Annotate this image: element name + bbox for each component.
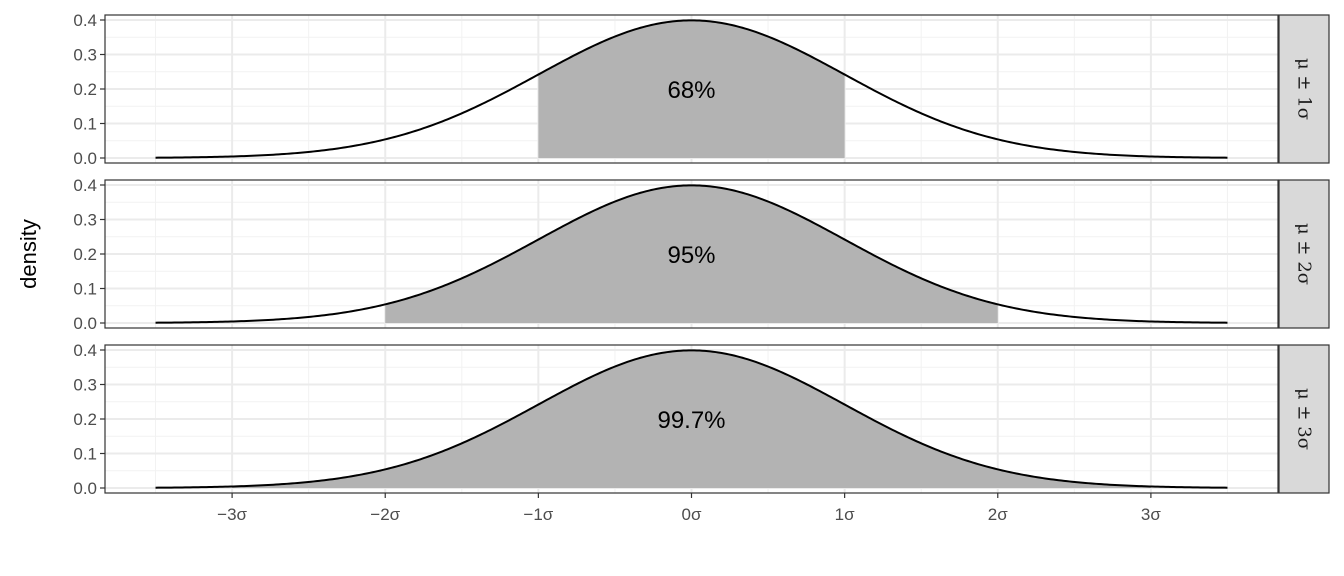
- y-tick-label: 0.3: [73, 46, 97, 65]
- y-tick-label: 0.4: [73, 176, 97, 195]
- y-tick-label: 0.4: [73, 341, 97, 360]
- facet-panel-2: 95% 0.0 0.1 0.2 0.3 0.4 μ ± 2σ: [73, 176, 1330, 333]
- x-tick-label: 0σ: [682, 505, 702, 524]
- x-tick-label: −3σ: [217, 505, 247, 524]
- x-axis: −3σ −2σ −1σ 0σ 1σ 2σ 3σ: [217, 493, 1161, 524]
- shaded-area: [538, 20, 845, 158]
- density-curve: [155, 19, 1228, 159]
- facet-strip: [1278, 179, 1330, 329]
- facet-strip: [1278, 14, 1330, 164]
- y-tick-label: 0.4: [73, 11, 97, 30]
- y-tick-label: 0.2: [73, 245, 97, 264]
- y-tick-label: 0.1: [73, 280, 97, 299]
- density-curve: [155, 184, 1228, 324]
- x-tick-label: 1σ: [835, 505, 855, 524]
- y-tick-label: 0.1: [73, 115, 97, 134]
- y-tick-label: 0.0: [73, 149, 97, 168]
- y-tick-label: 0.3: [73, 376, 97, 395]
- y-tick-label: 0.1: [73, 445, 97, 464]
- y-tick-label: 0.0: [73, 314, 97, 333]
- facet-strip-label: μ ± 3σ: [1294, 388, 1315, 450]
- x-tick-label: 3σ: [1141, 505, 1161, 524]
- y-tick-label: 0.2: [73, 80, 97, 99]
- x-tick-label: −2σ: [370, 505, 400, 524]
- shaded-area: [232, 350, 1151, 488]
- x-tick-label: −1σ: [523, 505, 553, 524]
- facet-panel-1: 68% 0.0 0.1 0.2 0.3 0.4 μ ± 1σ: [73, 11, 1330, 168]
- y-tick-label: 0.3: [73, 211, 97, 230]
- y-tick-label: 0.2: [73, 410, 97, 429]
- density-curve: [155, 349, 1228, 489]
- facet-strip-label: μ ± 2σ: [1294, 223, 1315, 285]
- facet-strip: [1278, 344, 1330, 494]
- percentage-label: 68%: [667, 77, 715, 104]
- y-axis-title: density: [16, 219, 41, 289]
- facet-panels: 68% 0.0 0.1 0.2 0.3 0.4 μ ± 1σ 95% 0.0 0.1 0.2 0.3 0…: [73, 11, 1330, 498]
- facet-panel-3: 99.7% 0.0 0.1 0.2 0.3 0.4 μ ± 3σ: [73, 341, 1330, 498]
- shaded-area: [385, 185, 998, 323]
- x-tick-label: 2σ: [988, 505, 1008, 524]
- facet-strip-label: μ ± 1σ: [1294, 58, 1315, 120]
- percentage-label: 95%: [667, 242, 715, 269]
- y-tick-label: 0.0: [73, 479, 97, 498]
- percentage-label: 99.7%: [657, 407, 725, 434]
